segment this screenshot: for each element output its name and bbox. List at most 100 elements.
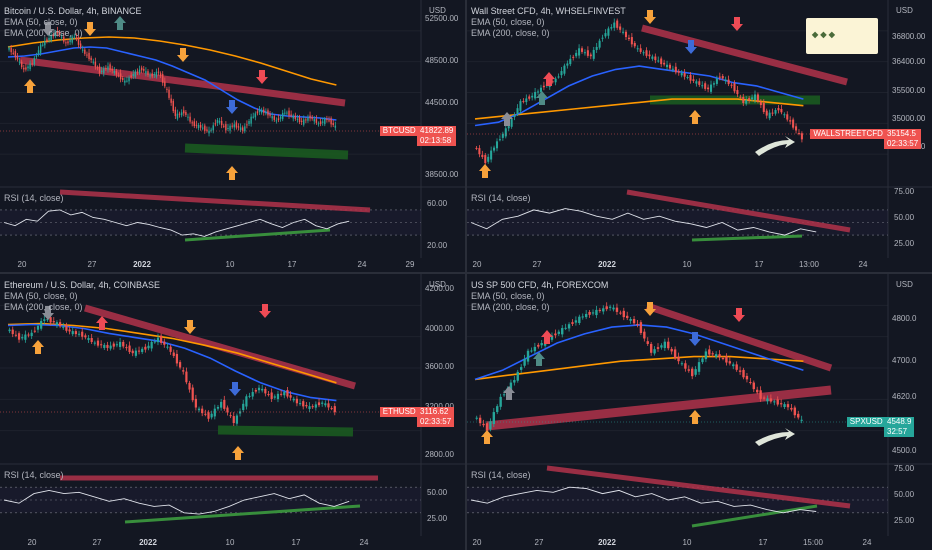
candle-body [557,331,561,334]
rsi-legend[interactable]: RSI (14, close) [4,193,64,203]
candle-body [105,68,107,70]
horizontal-divider[interactable] [0,272,932,274]
candle-body [232,416,235,424]
ema200-legend[interactable]: EMA (200, close, 0) [471,302,550,312]
candle-body [241,127,244,131]
candle-body [608,306,612,308]
candle-body [191,122,193,124]
candle-body [557,76,560,78]
candle-body [290,114,292,116]
rsi-legend[interactable]: RSI (14, close) [4,470,64,480]
candle-body [300,120,303,122]
candle-body [63,36,65,42]
chart-canvas-btc[interactable] [0,0,465,272]
candle-body [572,56,575,58]
candle-body [292,115,294,119]
chart-canvas-eth[interactable] [0,274,465,550]
candle-body [610,27,613,29]
ema50-legend[interactable]: EMA (50, close, 0) [4,291,78,301]
chart-legend[interactable]: Bitcoin / U.S. Dollar, 4h, BINANCE EMA (5… [4,6,142,39]
candle-body [487,156,490,162]
chart-legend[interactable]: US SP 500 CFD, 4h, FOREXCOM EMA (50, clos… [471,280,608,313]
last-price-value: 4548.9 [887,417,912,426]
candle-body [226,407,229,413]
last-price-label: 4548.9 32:57 [884,417,915,437]
ema200-legend[interactable]: EMA (200, close, 0) [471,28,550,38]
candle-body [478,417,482,424]
last-price-value: 35154.5 [887,129,916,138]
vertical-divider[interactable] [465,0,467,550]
chart-panel-btc[interactable]: Bitcoin / U.S. Dollar, 4h, BINANCE EMA (5… [0,0,465,272]
ema200-legend[interactable]: EMA (200, close, 0) [4,28,83,38]
candle-body [742,96,745,104]
candle-body [739,96,742,98]
candle-body [235,415,239,424]
chart-legend[interactable]: Wall Street CFD, 4h, WHSELFINVEST EMA (50… [471,6,626,39]
rsi-tick: 50.00 [894,490,915,499]
time-tick: 2022 [598,538,616,547]
time-tick: 10 [225,538,235,547]
symbol-title[interactable]: Ethereum / U.S. Dollar, 4h, COINBASE [4,280,161,290]
rsi-legend[interactable]: RSI (14, close) [471,470,531,480]
candle-body [554,78,557,83]
chart-canvas-us30[interactable] [467,0,932,272]
candle-body [178,362,182,368]
candle-body [56,30,59,34]
chart-panel-spx[interactable]: US SP 500 CFD, 4h, FOREXCOM EMA (50, clos… [467,274,932,550]
last-price-label: 3116.62 02:33:57 [417,407,455,427]
arrow-down-icon [731,17,743,31]
candle-body [271,116,273,119]
symbol-title[interactable]: US SP 500 CFD, 4h, FOREXCOM [471,280,609,290]
arrow-up-icon [501,112,513,126]
candle-body [289,395,292,398]
candle-body [52,35,54,37]
candle-body [182,370,185,372]
arrow-down-icon [685,40,697,54]
ema50-line [7,46,337,121]
candle-body [169,346,172,352]
candle-body [783,404,786,408]
candle-body [319,121,322,125]
ema50-legend[interactable]: EMA (50, close, 0) [471,17,545,27]
chart-canvas-spx[interactable] [467,274,932,550]
price-tick: 4000.00 [425,324,454,333]
candle-body [715,78,718,84]
price-tick: 36800.00 [892,32,926,41]
candle-body [207,412,210,419]
ema50-legend[interactable]: EMA (50, close, 0) [4,17,78,27]
ema200-legend[interactable]: EMA (200, close, 0) [4,302,83,312]
rsi-tick: 25.00 [894,516,915,525]
candle-body [668,64,672,69]
ema200-line [7,36,337,86]
candle-body [762,397,766,399]
candle-body [270,392,273,399]
candle-body [616,20,619,28]
chart-legend[interactable]: Ethereum / U.S. Dollar, 4h, COINBASE EMA … [4,280,160,313]
time-tick: 27 [534,538,544,547]
last-price-label: 35154.5 02:33:57 [884,129,922,149]
rsi-legend[interactable]: RSI (14, close) [471,193,531,203]
candle-body [698,81,701,85]
rising-support-zone [486,385,832,431]
candle-body [77,37,80,45]
candle-body [14,334,17,336]
candle-body [122,341,125,347]
candle-body [689,75,692,81]
arrow-down-icon [184,320,196,334]
ema50-legend[interactable]: EMA (50, close, 0) [471,291,545,301]
candle-body [674,66,677,73]
candle-body [118,341,122,347]
chart-panel-eth[interactable]: Ethereum / U.S. Dollar, 4h, COINBASE EMA … [0,274,465,550]
candle-body [210,413,213,418]
candle-body [125,347,128,349]
candle-body [143,69,145,71]
arrow-down-icon [644,10,656,24]
symbol-title[interactable]: Bitcoin / U.S. Dollar, 4h, BINANCE [4,6,142,16]
candle-body [286,112,288,114]
symbol-title[interactable]: Wall Street CFD, 4h, WHSELFINVEST [471,6,626,16]
candle-body [636,48,639,50]
time-tick: 24 [858,260,868,269]
candle-body [727,79,730,85]
rsi-tick: 50.00 [427,488,448,497]
rsi-line [470,486,817,514]
